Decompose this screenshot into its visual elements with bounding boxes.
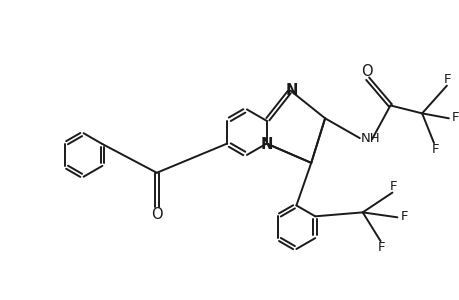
Text: F: F bbox=[451, 111, 459, 124]
Text: O: O bbox=[151, 207, 162, 222]
Text: O: O bbox=[360, 64, 372, 79]
Text: F: F bbox=[389, 180, 397, 193]
Text: F: F bbox=[400, 210, 407, 223]
Text: F: F bbox=[443, 73, 451, 86]
Text: N: N bbox=[260, 136, 272, 152]
Text: F: F bbox=[431, 143, 438, 156]
Text: NH: NH bbox=[359, 132, 379, 145]
Text: F: F bbox=[377, 241, 385, 254]
Text: N: N bbox=[285, 82, 297, 98]
